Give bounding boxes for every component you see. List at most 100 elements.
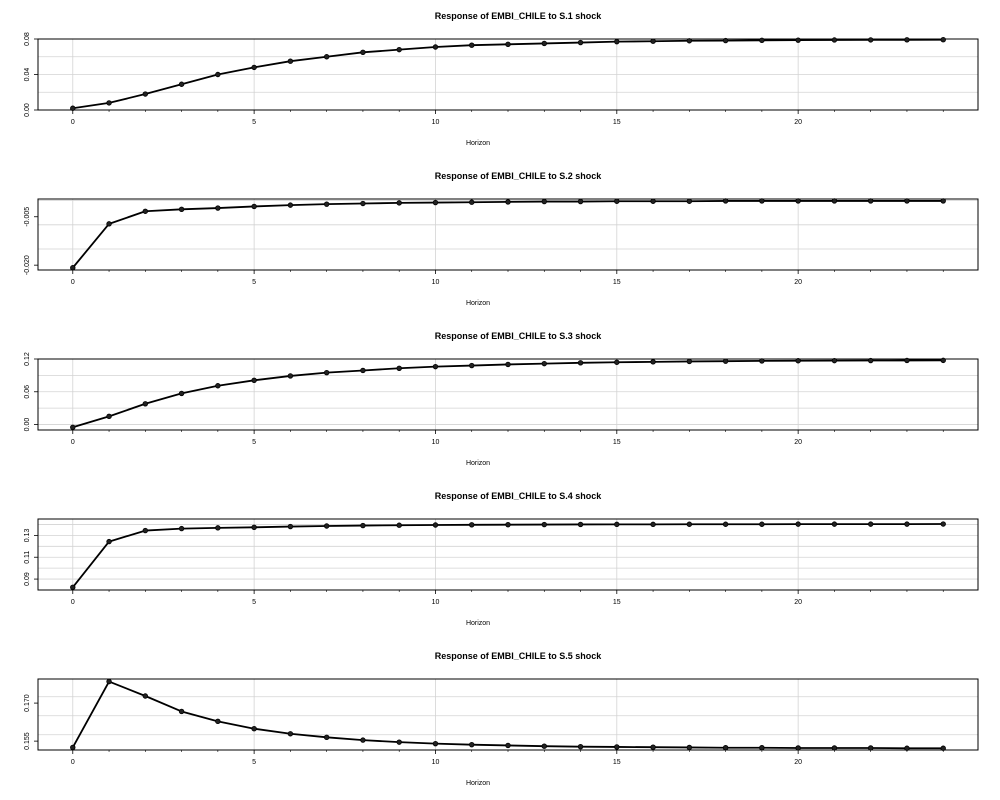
- data-point: [251, 377, 257, 383]
- data-point: [142, 693, 149, 699]
- series-line: [72, 200, 944, 269]
- data-point: [142, 401, 149, 407]
- data-point: [432, 199, 439, 206]
- y-tick-label: 0.06: [24, 385, 31, 399]
- x-tick-label: 15: [613, 119, 621, 126]
- y-tick-label: 0.08: [24, 32, 31, 46]
- data-point: [323, 54, 330, 60]
- data-point: [650, 359, 656, 365]
- x-tick-label: 0: [71, 279, 75, 286]
- y-tick-label: 0.11: [24, 551, 31, 564]
- data-point: [505, 199, 511, 205]
- data-point: [396, 522, 402, 528]
- data-point: [432, 44, 439, 50]
- data-point: [686, 38, 693, 44]
- panel-1: Response of EMBI_CHILE to S.1 shock 0 5 10 1…: [24, 11, 979, 147]
- data-point: [831, 357, 838, 364]
- data-point: [759, 745, 765, 751]
- data-point: [432, 740, 439, 747]
- x-tick-label: 0: [71, 439, 75, 446]
- data-point: [541, 743, 547, 749]
- data-point: [469, 42, 475, 48]
- series-line: [72, 38, 944, 110]
- data-point: [722, 521, 729, 527]
- x-tick-label: 0: [71, 759, 75, 766]
- data-point: [106, 538, 112, 545]
- series-line: [72, 359, 944, 429]
- x-tick-label: 15: [613, 599, 621, 606]
- data-point: [505, 742, 511, 749]
- data-point: [940, 521, 946, 527]
- y-tick-label: 0.00: [24, 418, 31, 432]
- data-point: [70, 105, 76, 111]
- data-point: [795, 521, 801, 527]
- data-point: [469, 199, 475, 205]
- data-point: [360, 737, 366, 743]
- data-point: [831, 37, 838, 43]
- data-point: [795, 358, 801, 364]
- x-axis-label: Horizon: [466, 620, 490, 627]
- data-point: [106, 100, 112, 106]
- data-point: [287, 373, 294, 379]
- data-point: [577, 521, 584, 528]
- data-point: [940, 37, 946, 43]
- data-point: [70, 584, 76, 590]
- data-point: [287, 523, 294, 530]
- y-tick-label: 0.04: [24, 68, 31, 82]
- data-point: [360, 367, 366, 374]
- data-point: [251, 726, 257, 732]
- data-point: [614, 521, 620, 528]
- x-tick-label: 5: [252, 599, 256, 606]
- data-point: [541, 360, 547, 367]
- data-point: [142, 527, 149, 534]
- x-tick-label: 15: [613, 759, 621, 766]
- chart-title: Response of EMBI_CHILE to S.5 shock: [435, 651, 603, 661]
- x-tick-label: 20: [794, 439, 802, 446]
- data-point: [396, 200, 402, 206]
- data-point: [759, 521, 765, 527]
- y-tick-label: 0.12: [24, 352, 31, 366]
- y-tick-label: 0.09: [24, 572, 31, 586]
- data-point: [795, 37, 801, 43]
- data-point: [650, 38, 656, 44]
- chart-title: Response of EMBI_CHILE to S.2 shock: [435, 171, 603, 181]
- data-point: [70, 265, 76, 271]
- panel-5: Response of EMBI_CHILE to S.5 shock 0 5 10 1…: [24, 651, 979, 787]
- data-point: [541, 521, 547, 528]
- data-point: [287, 202, 294, 208]
- data-point: [323, 369, 330, 376]
- data-point: [614, 198, 620, 204]
- data-point: [831, 521, 838, 527]
- data-point: [360, 49, 366, 56]
- data-point: [759, 198, 765, 204]
- data-point: [867, 521, 874, 527]
- data-point: [577, 744, 584, 750]
- data-point: [940, 198, 946, 204]
- data-point: [650, 744, 656, 750]
- x-tick-label: 20: [794, 759, 802, 766]
- data-point: [215, 525, 221, 531]
- data-point: [650, 521, 656, 528]
- data-point: [831, 198, 838, 204]
- data-point: [360, 522, 366, 529]
- data-point: [904, 357, 910, 364]
- data-point: [70, 744, 76, 751]
- x-axis-label: Horizon: [466, 460, 490, 467]
- data-point: [323, 734, 330, 741]
- series-line: [71, 680, 944, 750]
- y-tick-label: 0.155: [24, 732, 31, 750]
- x-tick-label: 0: [71, 599, 75, 606]
- data-point: [432, 363, 439, 370]
- x-tick-label: 5: [252, 439, 256, 446]
- data-point: [867, 357, 874, 364]
- data-point: [867, 37, 874, 43]
- data-point: [106, 221, 112, 227]
- chart-title: Response of EMBI_CHILE to S.1 shock: [435, 11, 603, 21]
- x-tick-label: 5: [252, 759, 256, 766]
- data-point: [469, 741, 475, 748]
- data-point: [178, 390, 185, 397]
- data-point: [940, 357, 946, 364]
- x-tick-label: 20: [794, 119, 802, 126]
- data-point: [614, 38, 620, 45]
